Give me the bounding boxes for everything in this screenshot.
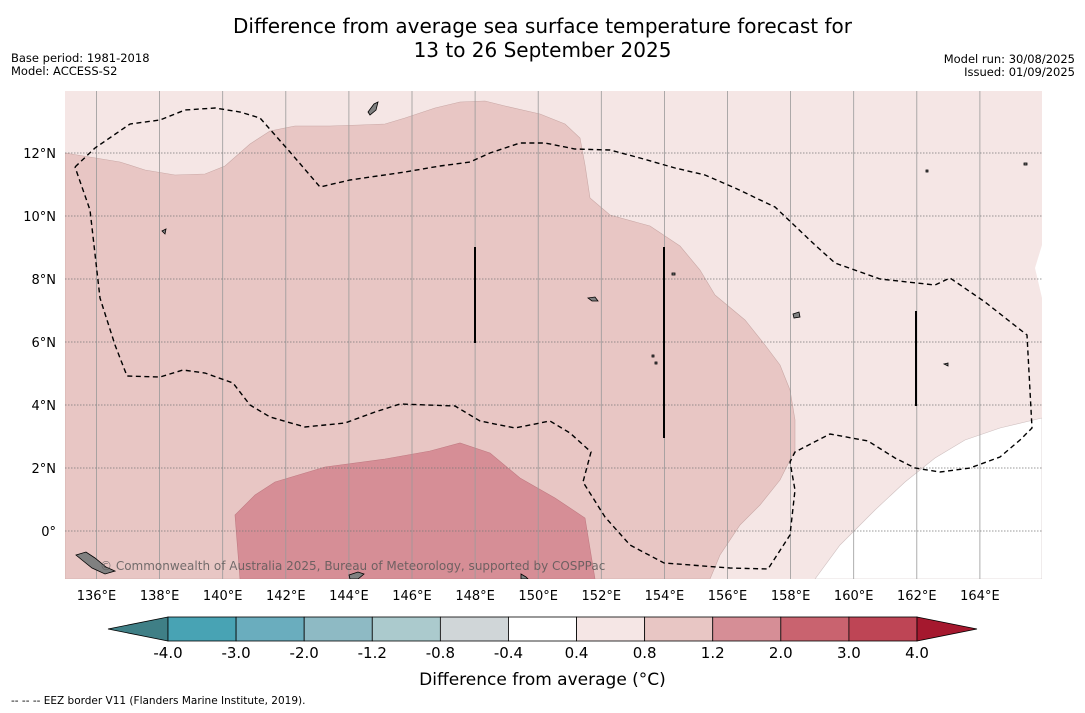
island-dot-3 — [654, 361, 658, 365]
longitude-tick-label: 144°E — [329, 589, 369, 604]
colorbar-bin — [644, 616, 714, 642]
latitude-tick-label: 4°N — [32, 399, 57, 414]
eez-legend-note: -- -- -- EEZ border V11 (Flanders Marine… — [11, 695, 306, 707]
longitude-tick-label: 162°E — [897, 589, 937, 604]
island-dot-1 — [671, 272, 676, 276]
anomaly-band-0-8-1-2 — [65, 100, 796, 579]
latitude-labels: 12°N 10°N 8°N 6°N 4°N 2°N 0° — [23, 147, 56, 540]
colorbar-tick-label: 2.0 — [769, 644, 793, 662]
colorbar-extend-low — [107, 616, 169, 642]
island-yap — [161, 228, 167, 235]
issued-date: Issued: 01/09/2025 — [964, 65, 1075, 79]
colorbar-bin — [371, 616, 441, 642]
colorbar-tick-label: 0.4 — [565, 644, 589, 662]
colorbar-bin — [712, 616, 782, 642]
model-name: Model: ACCESS-S2 — [11, 64, 118, 78]
longitude-tick-label: 156°E — [708, 589, 748, 604]
latitude-tick-label: 0° — [41, 525, 56, 540]
longitude-tick-label: 164°E — [960, 589, 1000, 604]
island-pohnpei — [792, 311, 801, 319]
island-dot-2 — [651, 354, 655, 358]
base-period: Base period: 1981-2018 — [11, 51, 150, 65]
latitude-tick-label: 6°N — [32, 336, 57, 351]
longitude-tick-label: 158°E — [771, 589, 811, 604]
longitude-tick-label: 152°E — [582, 589, 622, 604]
colorbar-tick-label: 1.2 — [701, 644, 725, 662]
neutral-band-edge — [1035, 245, 1042, 298]
colorbar-tick-label: 4.0 — [905, 644, 929, 662]
longitude-tick-label: 136°E — [77, 589, 117, 604]
longitude-tick-label: 148°E — [455, 589, 495, 604]
anomaly-band-1-2-2-0 — [234, 442, 596, 579]
latitude-tick-label: 2°N — [32, 462, 57, 477]
map-title: Difference from average sea surface temp… — [0, 14, 1085, 62]
copyright-text: © Commonwealth of Australia 2025, Bureau… — [100, 559, 605, 573]
longitude-tick-label: 160°E — [834, 589, 874, 604]
model-run: Model run: 30/08/2025 — [943, 52, 1075, 66]
colorbar-tick-label: 0.8 — [633, 644, 657, 662]
colorbar-bin — [303, 616, 373, 642]
colorbar-bin — [576, 616, 646, 642]
colorbar-bin — [780, 616, 850, 642]
meta-right: Model run: 30/08/2025 Issued: 01/09/2025 — [944, 53, 1075, 79]
neutral-band — [814, 417, 1042, 579]
title-line-1: Difference from average sea surface temp… — [232, 14, 852, 38]
colorbar-tick-label: -2.0 — [290, 644, 319, 662]
latitude-tick-label: 10°N — [23, 210, 56, 225]
colorbar-tick-label: -3.0 — [221, 644, 250, 662]
island-new-ireland — [520, 573, 529, 579]
longitude-tick-label: 150°E — [518, 589, 558, 604]
colorbar-tick-label: -0.4 — [494, 644, 523, 662]
colorbar-label: Difference from average (°C) — [419, 670, 666, 690]
island-kosrae — [942, 362, 949, 367]
colorbar: -4.0 -3.0 -2.0 -1.2 -0.8 -0.4 0.4 0.8 1.2 2.0 3.0 4… — [107, 616, 978, 662]
eez-border-west — [74, 107, 1033, 570]
colorbar-tick-label: -4.0 — [153, 644, 182, 662]
island-new-guinea-west — [75, 551, 117, 575]
islands — [75, 101, 1028, 579]
longitude-tick-label: 154°E — [645, 589, 685, 604]
longitude-tick-label: 142°E — [266, 589, 306, 604]
colorbar-bin — [439, 616, 509, 642]
colorbar-extend-high — [916, 616, 978, 642]
island-manus — [348, 571, 365, 579]
colorbar-tick-label: 3.0 — [837, 644, 861, 662]
longitude-labels: 136°E 138°E 140°E 142°E 144°E 146°E 148°E 150°E… — [77, 589, 1000, 604]
longitude-tick-label: 138°E — [140, 589, 180, 604]
colorbar-bin — [235, 616, 305, 642]
colorbar-bin — [508, 616, 577, 642]
island-chuuk — [586, 296, 599, 302]
title-line-2: 13 to 26 September 2025 — [413, 38, 672, 62]
map-area: © Commonwealth of Australia 2025, Bureau… — [65, 91, 1042, 579]
meta-left: Base period: 1981-2018 Model: ACCESS-S2 — [11, 52, 150, 78]
longitude-tick-label: 146°E — [392, 589, 432, 604]
longitude-tick-label: 140°E — [203, 589, 243, 604]
latitude-tick-label: 8°N — [32, 273, 57, 288]
colorbar-bin — [167, 616, 237, 642]
colorbar-bin — [848, 616, 918, 642]
island-dot-4 — [1023, 162, 1028, 166]
latitude-tick-label: 12°N — [23, 147, 56, 162]
island-dot-5 — [925, 169, 929, 173]
colorbar-tick-label: -1.2 — [358, 644, 387, 662]
colorbar-tick-label: -0.8 — [426, 644, 455, 662]
island-guam — [367, 101, 379, 116]
